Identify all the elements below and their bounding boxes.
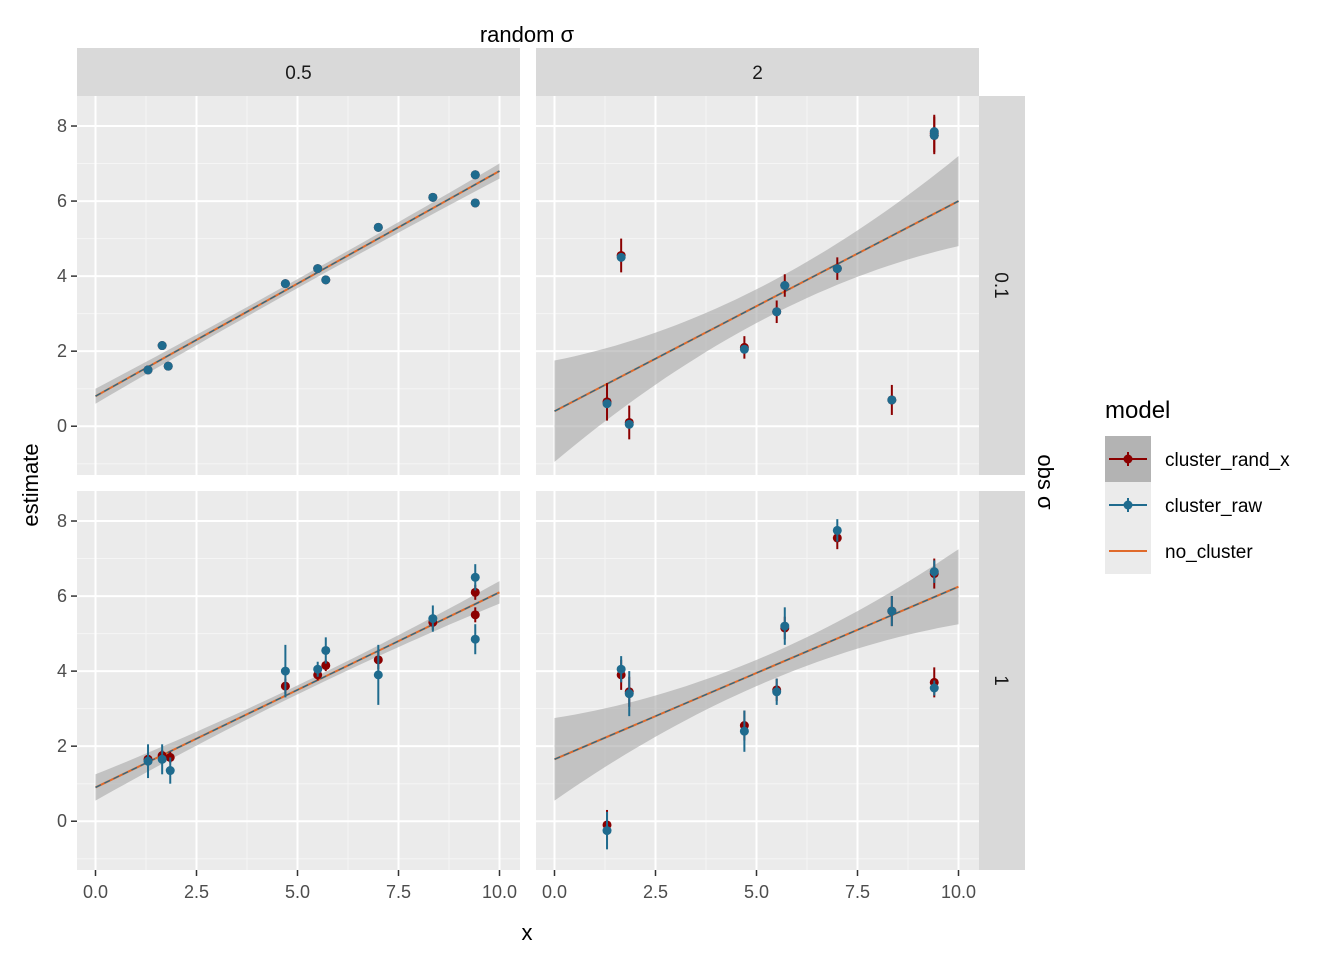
- cluster-raw-point: [313, 664, 323, 674]
- fit-line-cluster-raw: [554, 200, 959, 412]
- row-strip: [979, 491, 1025, 870]
- cluster-raw-point: [373, 222, 383, 232]
- panel: [536, 96, 979, 475]
- cluster-raw-point: [832, 264, 842, 274]
- cluster-raw-point: [616, 664, 626, 674]
- fit-line-cluster-raw: [554, 586, 959, 760]
- row-strip-label: 1: [990, 675, 1011, 686]
- cluster-raw-point: [470, 198, 480, 208]
- y-tick-label: 2: [57, 736, 67, 756]
- cluster-raw-point: [165, 766, 175, 776]
- panel: [77, 96, 520, 475]
- x-axis-title: x: [522, 920, 533, 945]
- row-strip: [979, 96, 1025, 475]
- cluster-raw-point: [780, 621, 790, 631]
- cluster-raw-point: [887, 395, 897, 405]
- legend: model cluster_rand_x cluster_raw no_cluste…: [1105, 397, 1290, 574]
- cluster-raw-point: [321, 645, 331, 655]
- column-strip-label: 0.5: [285, 63, 311, 84]
- y-tick-label: 2: [57, 341, 67, 361]
- x-tick-label: 5.0: [744, 882, 769, 902]
- cluster-raw-point: [739, 726, 749, 736]
- cluster-raw-point: [929, 683, 939, 693]
- cluster-raw-point: [157, 754, 167, 764]
- cluster-raw-point: [624, 689, 634, 699]
- cluster-raw-point: [616, 252, 626, 262]
- confidence-ribbon: [554, 549, 959, 801]
- legend-key-point: [1123, 454, 1133, 464]
- y-tick-label: 0: [57, 811, 67, 831]
- cluster-rand-x-point: [470, 610, 480, 620]
- cluster-raw-point: [157, 341, 167, 351]
- legend-key-point: [1123, 500, 1133, 510]
- y-axis-title: estimate: [18, 443, 43, 526]
- cluster-raw-point: [313, 264, 323, 274]
- x-tick-label: 2.5: [643, 882, 668, 902]
- x-tick-label: 10.0: [482, 882, 517, 902]
- legend-label: cluster_rand_x: [1165, 450, 1290, 471]
- cluster-raw-point: [602, 826, 612, 836]
- cluster-raw-point: [772, 687, 782, 697]
- x-tick-label: 2.5: [184, 882, 209, 902]
- cluster-rand-x-point: [321, 660, 331, 670]
- cluster-raw-point: [832, 525, 842, 535]
- x-tick-label: 10.0: [941, 882, 976, 902]
- cluster-raw-point: [428, 192, 438, 202]
- cluster-raw-point: [772, 307, 782, 317]
- y-tick-label: 4: [57, 661, 67, 681]
- cluster-raw-point: [470, 170, 480, 180]
- cluster-raw-point: [163, 361, 173, 371]
- cluster-raw-point: [929, 130, 939, 140]
- cluster-raw-point: [428, 614, 438, 624]
- y-tick-label: 6: [57, 191, 67, 211]
- legend-title: model: [1105, 397, 1170, 424]
- x-tick-label: 7.5: [845, 882, 870, 902]
- panel: [77, 491, 520, 870]
- row-strip-label: 0.1: [990, 272, 1011, 298]
- x-tick-label: 0.0: [542, 882, 567, 902]
- cluster-raw-point: [143, 756, 153, 766]
- cluster-raw-point: [373, 670, 383, 680]
- column-facet-title: random σ: [480, 22, 575, 47]
- y-tick-label: 8: [57, 116, 67, 136]
- cluster-rand-x-point: [470, 587, 480, 597]
- x-tick-label: 7.5: [386, 882, 411, 902]
- y-tick-label: 0: [57, 416, 67, 436]
- cluster-raw-point: [929, 567, 939, 577]
- cluster-raw-point: [280, 666, 290, 676]
- cluster-raw-point: [470, 572, 480, 582]
- confidence-ribbon: [554, 156, 959, 462]
- legend-label: cluster_raw: [1165, 496, 1262, 517]
- row-facet-title: obs σ: [1033, 454, 1058, 510]
- cluster-raw-point: [624, 419, 634, 429]
- cluster-raw-point: [280, 279, 290, 289]
- chart-panels: 0.5 2 0.1 1 0 2 4 6 8 0 2 4 6 8 0.0 2.5 5.0 7.5 10.0 0.0 2.5…: [57, 48, 1025, 902]
- panel: [536, 491, 979, 870]
- y-tick-label: 4: [57, 266, 67, 286]
- cluster-raw-point: [887, 606, 897, 616]
- fit-line-cluster-raw: [95, 170, 500, 397]
- column-strip: [536, 48, 979, 96]
- y-tick-label: 8: [57, 511, 67, 531]
- cluster-raw-point: [470, 634, 480, 644]
- x-tick-label: 0.0: [83, 882, 108, 902]
- column-strip-label: 2: [752, 63, 763, 84]
- column-strip: [77, 48, 520, 96]
- cluster-raw-point: [143, 365, 153, 375]
- legend-label: no_cluster: [1165, 542, 1253, 563]
- cluster-raw-point: [739, 344, 749, 354]
- y-tick-label: 6: [57, 586, 67, 606]
- cluster-raw-point: [602, 399, 612, 409]
- cluster-raw-point: [321, 275, 331, 285]
- x-tick-label: 5.0: [285, 882, 310, 902]
- cluster-raw-point: [780, 281, 790, 290]
